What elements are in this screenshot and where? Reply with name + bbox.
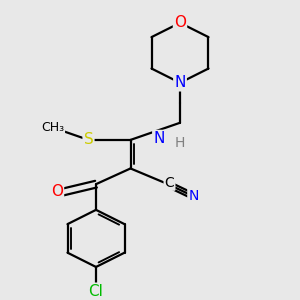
Text: O: O <box>174 15 186 30</box>
Text: N: N <box>188 189 199 202</box>
Text: O: O <box>51 184 63 199</box>
Text: N: N <box>153 131 165 146</box>
Text: N: N <box>174 75 186 90</box>
Text: Cl: Cl <box>88 284 104 299</box>
Text: CH₃: CH₃ <box>41 121 64 134</box>
Text: S: S <box>84 132 93 147</box>
Text: H: H <box>175 136 185 150</box>
Text: C: C <box>165 176 174 190</box>
